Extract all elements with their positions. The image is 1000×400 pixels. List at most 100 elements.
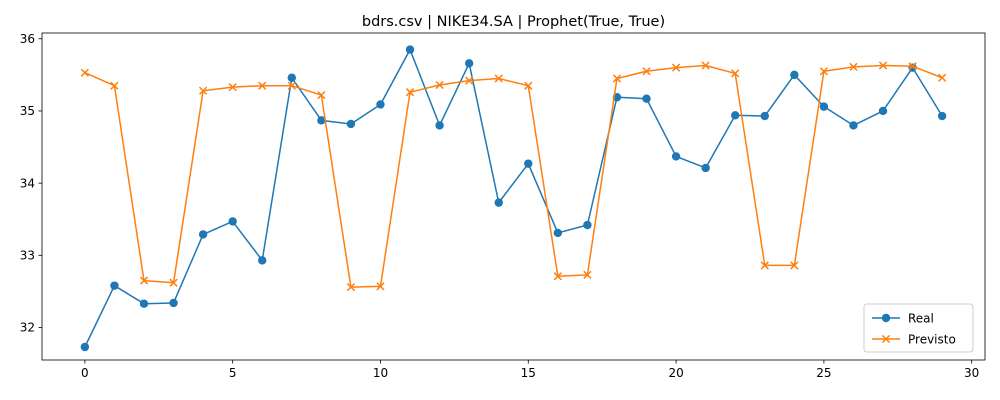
data-point <box>731 111 740 120</box>
data-point <box>287 81 296 90</box>
marker-stroke <box>524 81 533 90</box>
x-tick-label: 10 <box>373 366 388 380</box>
marker-stroke <box>494 74 503 83</box>
data-point <box>346 282 356 292</box>
data-point <box>553 228 563 238</box>
data-point <box>642 67 651 76</box>
data-point <box>198 86 208 95</box>
marker-stroke <box>198 86 208 95</box>
data-point <box>139 299 149 308</box>
axes: 0 5 10 15 20 25 30 32 33 34 35 36 <box>20 32 986 380</box>
series-real <box>80 45 947 352</box>
data-point <box>494 198 503 207</box>
marker-stroke <box>465 76 474 85</box>
marker-stroke <box>583 270 592 279</box>
x-tick-label: 5 <box>229 366 237 380</box>
data-point <box>494 74 503 83</box>
data-point <box>878 61 888 70</box>
marker-stroke <box>169 278 178 287</box>
data-point <box>731 69 740 78</box>
y-tick-label: 33 <box>20 249 35 263</box>
data-point <box>938 73 947 82</box>
marker-stroke <box>731 69 740 78</box>
legend-marker <box>881 334 891 344</box>
legend-item-previsto: Previsto <box>872 332 956 346</box>
data-point <box>258 256 267 265</box>
marker-stroke <box>80 68 89 77</box>
series-line <box>84 48 943 348</box>
data-point <box>376 282 385 291</box>
marker-stroke <box>642 67 651 76</box>
marker-stroke <box>376 282 385 291</box>
marker-stroke <box>553 272 562 281</box>
data-point <box>849 121 858 130</box>
data-point <box>435 80 444 90</box>
marker-stroke <box>435 80 444 90</box>
data-point <box>908 62 917 71</box>
data-point <box>553 272 562 281</box>
data-point <box>346 119 356 129</box>
chart-title: bdrs.csv | NIKE34.SA | Prophet(True, Tru… <box>362 14 665 30</box>
data-point <box>169 278 178 287</box>
legend-box <box>863 303 974 353</box>
marker-stroke <box>671 63 681 72</box>
data-point <box>287 73 296 82</box>
data-point <box>80 342 90 352</box>
data-point <box>819 102 829 111</box>
data-point <box>701 163 710 173</box>
data-point <box>110 81 119 90</box>
marker-stroke <box>819 67 829 76</box>
legend-label: Previsto <box>908 332 956 346</box>
data-point <box>878 106 888 116</box>
legend-marker <box>881 313 891 323</box>
data-point <box>937 111 947 121</box>
data-point <box>465 76 474 85</box>
legend-item-real: Real <box>872 311 934 325</box>
series-previsto <box>80 61 947 292</box>
marker-stroke <box>317 90 326 100</box>
data-point <box>198 230 208 239</box>
data-point <box>258 81 267 90</box>
marker-stroke <box>908 62 917 71</box>
data-point <box>139 276 149 285</box>
data-point <box>110 281 119 290</box>
data-point <box>524 159 533 168</box>
data-point <box>583 270 592 279</box>
data-point <box>819 67 829 76</box>
marker-stroke <box>938 73 947 82</box>
marker-stroke <box>139 276 149 285</box>
data-point <box>405 45 415 54</box>
marker-stroke <box>612 74 622 83</box>
series-group <box>80 45 947 352</box>
data-point <box>849 62 858 72</box>
x-tick-label: 30 <box>964 366 979 380</box>
data-point <box>80 68 89 77</box>
legend-label: Real <box>908 311 934 325</box>
marker-stroke <box>701 61 710 70</box>
series-line <box>84 64 943 288</box>
marker-stroke <box>760 261 769 270</box>
marker-stroke <box>405 88 415 97</box>
x-tick-label: 25 <box>816 366 831 380</box>
data-point <box>612 74 622 83</box>
data-point <box>169 298 178 308</box>
y-tick-label: 34 <box>20 176 35 190</box>
data-point <box>701 61 710 70</box>
data-point <box>376 100 385 109</box>
legend: Real Previsto <box>863 303 974 353</box>
marker-stroke <box>849 62 858 72</box>
marker-stroke <box>878 61 888 70</box>
data-point <box>228 217 237 226</box>
y-tick-label: 36 <box>20 32 35 46</box>
marker-stroke <box>346 282 356 292</box>
marker-stroke <box>110 81 119 90</box>
data-point <box>760 111 769 121</box>
x-tick-label: 15 <box>521 366 536 380</box>
x-tick-label: 20 <box>668 366 683 380</box>
marker-stroke <box>790 261 799 270</box>
data-point <box>317 116 326 125</box>
data-point <box>405 88 415 97</box>
data-point <box>671 63 681 72</box>
data-point <box>435 121 444 130</box>
